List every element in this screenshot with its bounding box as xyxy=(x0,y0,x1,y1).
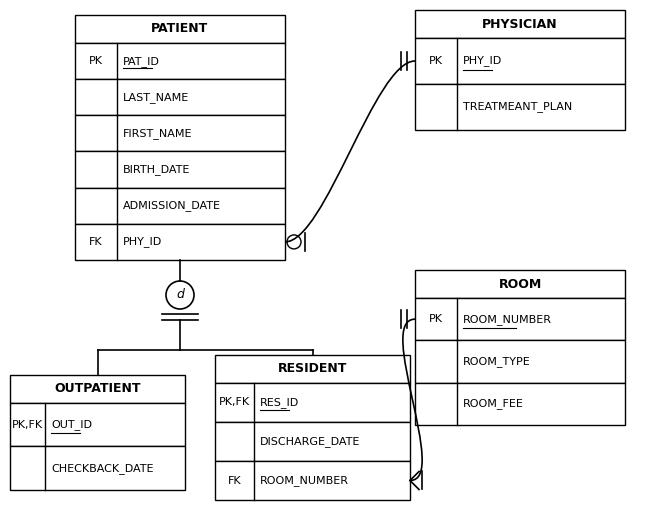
Text: RES_ID: RES_ID xyxy=(260,397,299,408)
Text: FIRST_NAME: FIRST_NAME xyxy=(123,128,193,139)
Text: PK: PK xyxy=(429,314,443,324)
Text: ROOM_NUMBER: ROOM_NUMBER xyxy=(260,475,349,486)
Text: ROOM_TYPE: ROOM_TYPE xyxy=(463,356,531,367)
Text: PK: PK xyxy=(429,56,443,66)
Text: ROOM_NUMBER: ROOM_NUMBER xyxy=(463,314,552,324)
Text: FK: FK xyxy=(89,237,103,247)
Bar xyxy=(10,375,185,403)
Text: ROOM: ROOM xyxy=(499,277,542,290)
Text: PHY_ID: PHY_ID xyxy=(463,56,503,66)
Bar xyxy=(10,447,185,490)
Text: PK,FK: PK,FK xyxy=(219,398,250,407)
Text: PAT_ID: PAT_ID xyxy=(123,56,160,66)
Bar xyxy=(415,340,625,383)
Bar xyxy=(415,383,625,425)
Text: PK,FK: PK,FK xyxy=(12,420,43,430)
Text: RESIDENT: RESIDENT xyxy=(278,362,347,376)
Text: PHYSICIAN: PHYSICIAN xyxy=(482,17,558,31)
Text: CHECKBACK_DATE: CHECKBACK_DATE xyxy=(51,463,154,474)
Text: ADMISSION_DATE: ADMISSION_DATE xyxy=(123,200,221,211)
Text: OUTPATIENT: OUTPATIENT xyxy=(54,383,141,396)
Text: PATIENT: PATIENT xyxy=(152,22,208,35)
Text: d: d xyxy=(176,289,184,301)
Text: PK: PK xyxy=(89,56,103,66)
Bar xyxy=(415,84,625,130)
Text: LAST_NAME: LAST_NAME xyxy=(123,92,189,103)
Bar xyxy=(415,38,625,84)
Bar xyxy=(215,422,410,461)
Bar xyxy=(415,270,625,298)
Bar xyxy=(215,461,410,500)
Text: FK: FK xyxy=(228,476,242,485)
Bar xyxy=(215,383,410,422)
Bar xyxy=(75,151,285,188)
Text: BIRTH_DATE: BIRTH_DATE xyxy=(123,164,190,175)
Bar xyxy=(10,403,185,447)
Bar xyxy=(215,355,410,383)
Text: DISCHARGE_DATE: DISCHARGE_DATE xyxy=(260,436,361,447)
Bar xyxy=(75,188,285,224)
Bar xyxy=(75,224,285,260)
Bar xyxy=(415,10,625,38)
Text: PHY_ID: PHY_ID xyxy=(123,237,162,247)
Bar xyxy=(75,43,285,79)
Bar xyxy=(75,79,285,115)
Bar xyxy=(75,15,285,43)
Text: OUT_ID: OUT_ID xyxy=(51,420,92,430)
Bar xyxy=(75,115,285,151)
Text: ROOM_FEE: ROOM_FEE xyxy=(463,399,524,409)
Text: TREATMEANT_PLAN: TREATMEANT_PLAN xyxy=(463,102,572,112)
Bar xyxy=(415,298,625,340)
